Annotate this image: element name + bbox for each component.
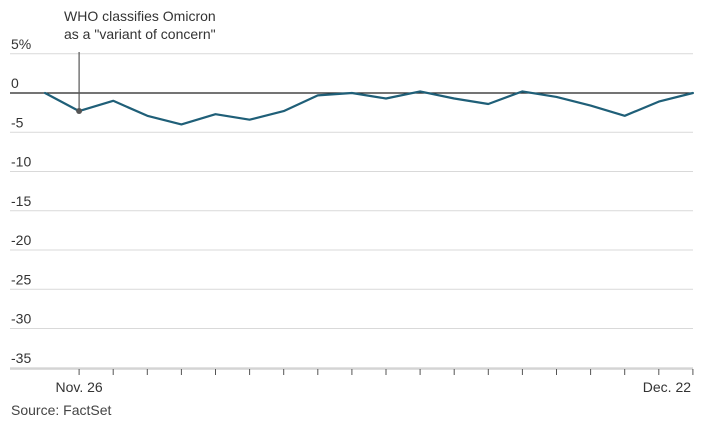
annotation-text-line: WHO classifies Omicron — [64, 8, 216, 24]
y-tick-label: -5 — [11, 114, 24, 130]
annotation: WHO classifies Omicron as a "variant of c… — [64, 8, 216, 115]
x-axis-ticks: Nov. 26 Dec. 22 — [55, 369, 694, 395]
annotation-marker — [76, 108, 83, 115]
y-tick-label: -20 — [11, 232, 31, 248]
annotation-text-line: as a "variant of concern" — [64, 26, 216, 42]
y-tick-label: 0 — [11, 75, 19, 91]
series-line — [43, 90, 695, 126]
x-tick-label: Dec. 22 — [643, 379, 691, 395]
x-tick-label: Nov. 26 — [55, 379, 102, 395]
series-lines — [43, 90, 695, 126]
y-tick-label: -25 — [11, 271, 31, 287]
y-tick-label: -15 — [11, 193, 31, 209]
gridlines — [10, 53, 693, 370]
y-tick-label: -10 — [11, 154, 31, 170]
y-tick-label: -35 — [11, 350, 31, 366]
source-note: Source: FactSet — [11, 402, 112, 418]
y-tick-label: 5% — [11, 36, 31, 52]
y-tick-label: -30 — [11, 311, 31, 327]
y-axis-tick-labels: 5% 0 -5 -10 -15 -20 -25 -30 -35 — [11, 36, 31, 366]
